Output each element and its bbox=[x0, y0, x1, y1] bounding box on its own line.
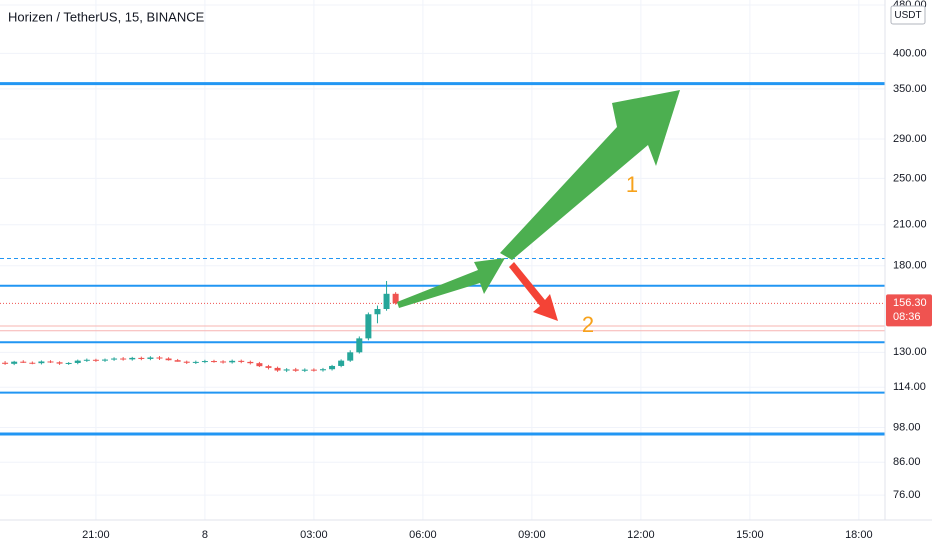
arrow bbox=[397, 258, 505, 308]
axes: 76.00 86.00 98.00 114.00 130.00 180.00 210.00 2… bbox=[82, 0, 932, 541]
candle-body bbox=[238, 360, 245, 362]
candle-body bbox=[38, 361, 45, 364]
price-tag-label: 156.30 bbox=[893, 297, 927, 309]
price-axis bbox=[885, 0, 932, 520]
candle-body bbox=[210, 361, 217, 363]
candle-body bbox=[138, 357, 145, 359]
countdown: 08:36 bbox=[893, 311, 921, 323]
x-tick-label: 8 bbox=[202, 529, 208, 541]
candle-body bbox=[247, 361, 254, 364]
candle-body bbox=[74, 360, 81, 363]
annotation: 2 bbox=[582, 312, 594, 337]
currency: USDT bbox=[894, 10, 921, 21]
candle-body bbox=[383, 293, 390, 309]
candle-body bbox=[120, 358, 127, 360]
candle-body bbox=[292, 369, 299, 371]
x-tick-label: 15:00 bbox=[736, 529, 764, 541]
chart-title: Horizen / TetherUS, 15, BINANCE bbox=[8, 9, 205, 24]
y-tick-label: 250.00 bbox=[893, 172, 927, 184]
y-tick-label: 114.00 bbox=[893, 381, 926, 393]
x-tick-label: 03:00 bbox=[300, 529, 328, 541]
x-tick-label: 21:00 bbox=[82, 529, 110, 541]
currency-box bbox=[890, 5, 926, 25]
arrows bbox=[397, 90, 680, 321]
candle-body bbox=[29, 362, 36, 364]
y-tick-label: 400.00 bbox=[893, 47, 927, 59]
candle-body bbox=[365, 314, 372, 339]
candle-body bbox=[174, 360, 181, 362]
candle-body bbox=[156, 357, 163, 359]
candle-body bbox=[256, 363, 263, 367]
arrow bbox=[500, 90, 680, 260]
candle-body bbox=[129, 357, 136, 360]
y-tick-label: 86.00 bbox=[893, 456, 921, 468]
candle-body bbox=[356, 338, 363, 353]
candle-body bbox=[165, 358, 172, 361]
x-tick-label: 12:00 bbox=[627, 529, 655, 541]
candle-body bbox=[374, 308, 381, 315]
candle-body bbox=[329, 365, 336, 370]
candle-body bbox=[47, 361, 54, 363]
annotation: 1 bbox=[626, 172, 638, 197]
candle-body bbox=[56, 362, 63, 364]
x-tick-label: 18:00 bbox=[845, 529, 873, 541]
candle-body bbox=[11, 361, 18, 364]
candle-body bbox=[265, 366, 272, 368]
y-tick-label: 290.00 bbox=[893, 133, 927, 145]
candle-body bbox=[183, 361, 190, 363]
candle-body bbox=[83, 359, 90, 361]
y-tick-label: 210.00 bbox=[893, 219, 927, 231]
candle-body bbox=[111, 358, 118, 360]
candle-body bbox=[338, 360, 345, 366]
candle-body bbox=[20, 361, 27, 363]
price-tag bbox=[886, 294, 932, 327]
y-tick-label: 130.00 bbox=[893, 346, 927, 358]
candle-body bbox=[310, 369, 317, 371]
candle-body bbox=[65, 362, 72, 364]
x-tick-label: 06:00 bbox=[409, 529, 437, 541]
candle-body bbox=[319, 369, 326, 371]
candle-body bbox=[301, 369, 308, 371]
y-tick-label: 480.00 bbox=[893, 0, 927, 11]
x-tick-label: 09:00 bbox=[518, 529, 546, 541]
arrow bbox=[509, 262, 558, 321]
candles bbox=[2, 280, 399, 373]
candle-body bbox=[274, 367, 281, 371]
y-tick-label: 76.00 bbox=[893, 489, 921, 501]
y-tick-label: 98.00 bbox=[893, 421, 921, 433]
y-tick-label: 180.00 bbox=[893, 260, 927, 272]
candle-body bbox=[101, 359, 108, 361]
candle-body bbox=[192, 361, 199, 363]
candle-body bbox=[92, 359, 99, 361]
candle-body bbox=[220, 361, 227, 363]
candle-body bbox=[347, 352, 354, 361]
candle-body bbox=[283, 369, 290, 371]
candle-body bbox=[201, 361, 208, 363]
candle-body bbox=[392, 293, 399, 304]
candle-body bbox=[2, 362, 9, 364]
y-tick-label: 350.00 bbox=[893, 83, 927, 95]
candle-body bbox=[229, 360, 236, 363]
candle-body bbox=[147, 357, 154, 359]
